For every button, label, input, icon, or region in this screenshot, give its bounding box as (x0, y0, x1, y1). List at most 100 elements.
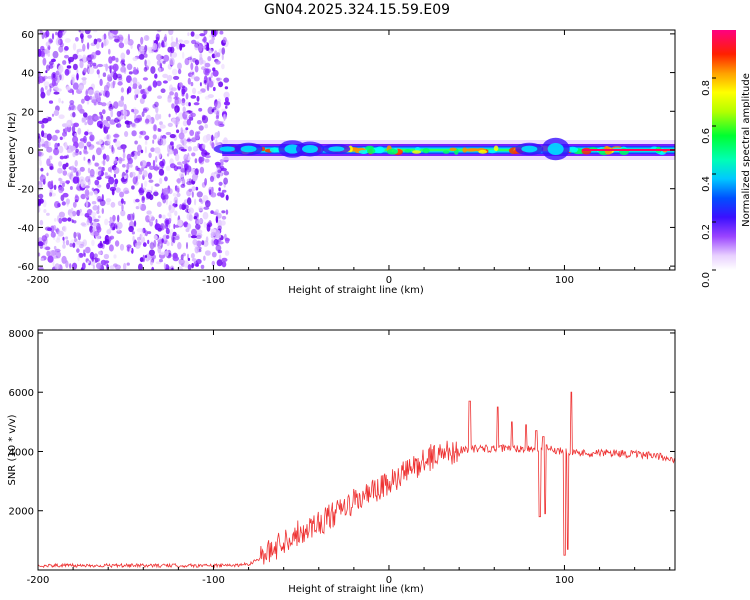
spectrogram-noise-blob (154, 101, 159, 108)
spectrogram-noise-blob (177, 68, 182, 75)
spectrogram-noise-blob (138, 54, 145, 60)
spectrogram-noise-blob (212, 69, 219, 77)
spectrogram-noise-blob (215, 60, 221, 65)
spectrogram-noise-blob (160, 88, 166, 93)
spectrogram-noise-blob (166, 241, 170, 247)
spectrogram-noise-blob (139, 257, 144, 263)
spectrogram-noise-blob (217, 225, 222, 231)
spectrogram-noise-blob (178, 258, 185, 265)
spectrogram-noise-blob (77, 254, 80, 262)
y-tick-label: 8000 (9, 329, 34, 340)
spectrogram-noise-blob (66, 86, 71, 91)
spectrogram-noise-blob (190, 73, 195, 79)
y-tick-label: -20 (18, 185, 34, 196)
spectrogram-noise-blob (149, 258, 154, 266)
spectrogram-noise-blob (177, 219, 183, 227)
spectrogram-noise-blob (61, 100, 64, 104)
spectrogram-noise-blob (72, 201, 77, 208)
spectrogram-y-ticks: 60 40 20 0 -20 -40 -60 (18, 30, 675, 273)
spectrogram-noise-blob (64, 46, 69, 51)
spectrogram-noise-blob (81, 35, 84, 44)
spectrogram-noise-blob (194, 65, 199, 73)
spectrogram-noise-blob (191, 152, 196, 157)
spectrogram-noise-blob (105, 154, 110, 162)
spectrogram-noise-blob (191, 173, 198, 182)
spectrogram-noise-blob (190, 235, 197, 239)
signal-bump-core (521, 145, 538, 153)
spectrogram-noise-blob (189, 129, 195, 136)
spectrogram-noise-blob (71, 125, 76, 133)
spectrogram-noise-blob (73, 220, 77, 224)
spectrogram-noise-blob (170, 41, 177, 48)
spectrogram-noise-blob (110, 109, 114, 118)
spectrogram-noise-blob (162, 187, 170, 196)
spectrogram-noise-blob (41, 235, 47, 242)
spectrogram-noise-blob (163, 54, 170, 62)
spectrogram-noise-blob (185, 92, 189, 100)
spectrogram-noise-blob (123, 110, 128, 116)
spectrogram-noise-blob (132, 235, 135, 242)
spectrogram-noise-blob (64, 68, 70, 76)
spectrogram-noise-blob (181, 98, 186, 104)
signal-blob (493, 145, 499, 152)
spectrogram-noise-blob (62, 136, 66, 140)
spectrogram-noise-blob (89, 251, 95, 260)
spectrogram-noise-blob (214, 161, 221, 166)
spectrogram-noise-blob (215, 233, 222, 239)
spectrogram-noise-blob (83, 148, 88, 154)
spectrogram-noise-blob (87, 34, 92, 39)
spectrogram-noise-blob (92, 62, 97, 67)
spectrogram-noise-blob (136, 67, 139, 74)
spectrogram-noise-blob (75, 37, 79, 42)
spectrogram-noise-blob (144, 135, 150, 141)
spectrogram-noise-blob (112, 226, 116, 231)
spectrogram-noise-blob (210, 192, 217, 198)
x-tick-label: -200 (27, 575, 50, 586)
spectrogram-noise-blob (53, 245, 57, 250)
spectrogram-noise-blob (152, 80, 158, 88)
spectrogram-noise-blob (176, 42, 180, 50)
spectrogram-noise-blob (187, 257, 191, 261)
spectrogram-noise-blob (124, 190, 130, 194)
spectrogram-noise-blob (212, 86, 216, 92)
spectrogram-noise-blob (204, 42, 207, 46)
spectrogram-noise-blob (141, 195, 145, 201)
spectrogram-noise-blob (190, 62, 194, 71)
spectrogram-noise-blob (164, 250, 169, 257)
spectrogram-noise-blob (150, 147, 155, 152)
spectrogram-noise-blob (118, 36, 124, 40)
spectrogram-noise-blob (87, 260, 90, 264)
spectrogram-noise-blob (127, 213, 131, 221)
signal-blob (449, 147, 457, 151)
spectrogram-noise-blob (95, 257, 101, 262)
spectrogram-noise-blob (61, 201, 66, 206)
spectrogram-noise-blob (183, 40, 190, 44)
spectrogram-noise-blob (186, 110, 193, 114)
spectrogram-noise-blob (56, 235, 61, 241)
spectrogram-noise-blob (38, 48, 42, 57)
spectrogram-noise-blob (46, 158, 51, 167)
spectrogram-noise-blob (143, 91, 147, 96)
spectrogram-noise-blob (198, 198, 203, 203)
spectrogram-noise-blob (105, 198, 112, 203)
y-tick-label: -60 (18, 262, 34, 273)
spectrogram-noise-blob (122, 145, 126, 153)
spectrogram-noise-blob (103, 33, 107, 41)
spectrogram-noise-blob (94, 179, 100, 186)
y-tick-label: -40 (18, 223, 34, 234)
spectrogram-noise-blob (47, 227, 52, 232)
spectrogram-noise-blob (221, 261, 227, 268)
spectrogram-noise-blob (170, 35, 174, 43)
spectrogram-noise-blob (149, 165, 155, 170)
spectrogram-noise-blob (64, 54, 69, 59)
spectrogram-noise-blob (195, 223, 201, 230)
spectrogram-noise-blob (180, 127, 183, 134)
spectrogram-noise-blob (104, 238, 110, 245)
spectrogram-noise-blob (57, 167, 63, 174)
spectrogram-noise-blob (45, 41, 51, 47)
spectrogram-noise-blob (49, 188, 53, 196)
spectrogram-noise-blob (65, 236, 69, 240)
spectrogram-noise-blob (148, 179, 154, 183)
spectrogram-noise-blob (186, 138, 192, 142)
spectrogram-noise-blob (65, 162, 69, 167)
